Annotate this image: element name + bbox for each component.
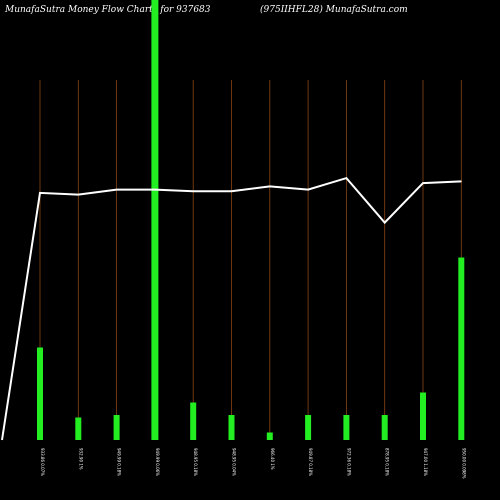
bar-2 [113, 415, 120, 440]
bar-5 [228, 415, 235, 440]
tick-label-layer: 933.86 0.07% 932.90 1% 949.99 0.18% 949.99 … [40, 448, 466, 479]
x-tick-label-4: 948.95 0.18% [193, 448, 198, 476]
x-tick-label-5: 948.95 0.04% [232, 448, 237, 476]
line-point-7 [307, 189, 309, 191]
bar-3 [151, 0, 159, 440]
bar-4 [190, 402, 197, 440]
line-point-11 [460, 180, 462, 182]
bar-layer [37, 0, 465, 440]
bar-9 [381, 415, 388, 440]
line-point-0 [39, 192, 41, 194]
x-tick-label-0: 933.86 0.07% [40, 448, 45, 476]
x-tick-label-1: 932.90 1% [78, 448, 83, 470]
line-point-4 [192, 190, 194, 192]
x-tick-label-6: 966.40 1% [270, 448, 275, 470]
line-point-2 [116, 189, 118, 191]
bar-10 [420, 392, 426, 440]
x-tick-label-2: 949.99 0.18% [117, 448, 122, 476]
x-tick-label-3: 949.99 0.06% [155, 448, 160, 476]
x-tick-label-11: 950.00 0.098% [461, 448, 466, 479]
line-point-9 [384, 222, 386, 224]
x-tick-label-8: 972.36 0.18% [346, 448, 351, 476]
bar-7 [305, 415, 312, 440]
bar-8 [343, 415, 350, 440]
chart-title-right: (975IIHFL28) MunafaSutra.com [260, 4, 408, 15]
grid-layer [39, 80, 462, 440]
x-tick-label-7: 949.87 0.18% [308, 448, 313, 476]
line-point-8 [345, 177, 347, 179]
bar-11 [458, 257, 465, 440]
chart-title-left: MunafaSutra Money Flow Charts for 937683 [4, 5, 211, 15]
line-point-10 [422, 182, 424, 184]
line-point-1 [77, 194, 79, 196]
line-layer [1, 176, 462, 441]
bar-6 [266, 432, 273, 440]
line-point-5 [231, 190, 232, 192]
line-point-6 [269, 185, 271, 187]
line-point-3 [154, 189, 156, 191]
bar-1 [75, 417, 82, 440]
bar-0 [37, 347, 43, 440]
x-tick-label-10: 947.00 1.18% [423, 448, 428, 476]
x-tick-label-9: 878.95 0.18% [385, 448, 390, 476]
